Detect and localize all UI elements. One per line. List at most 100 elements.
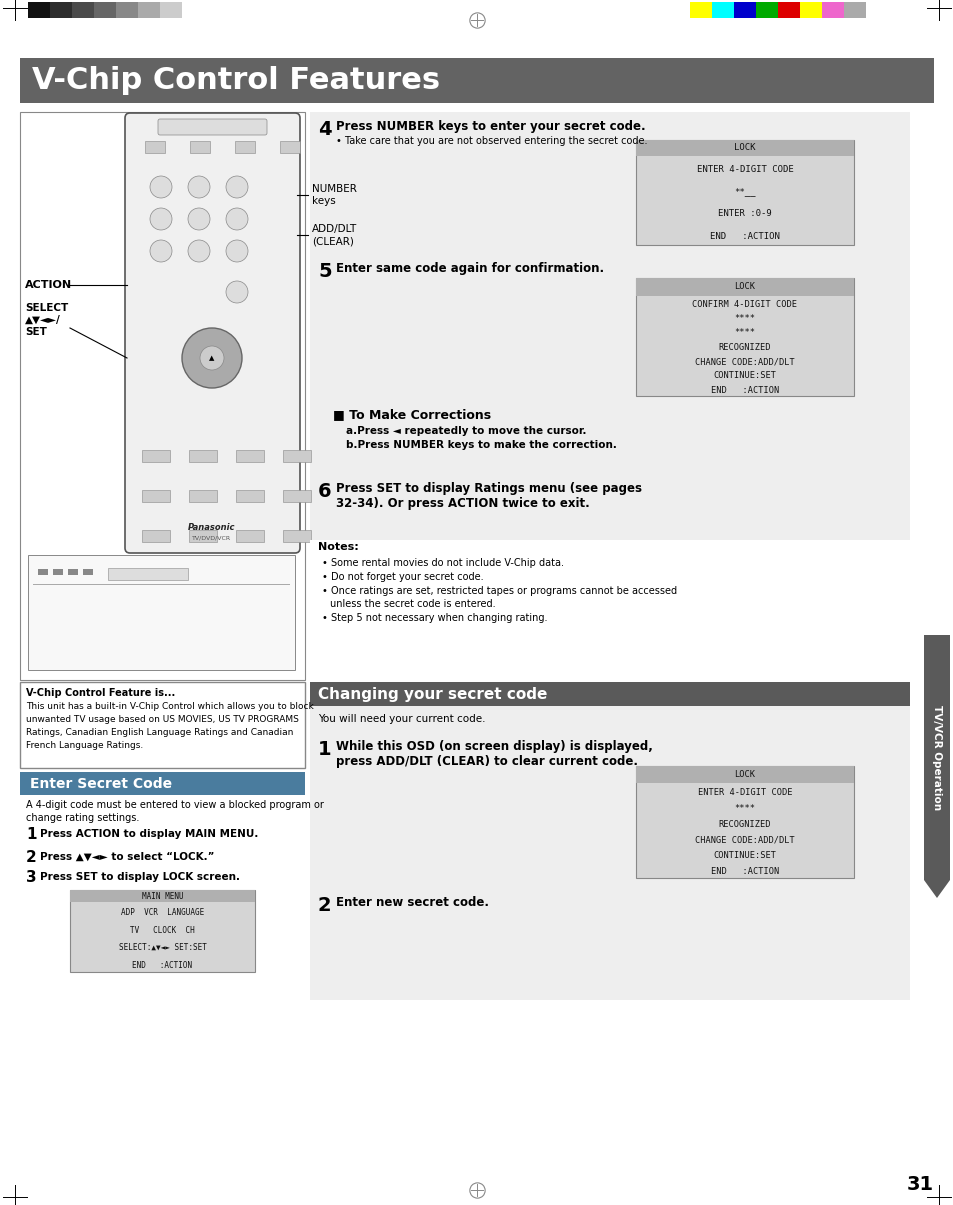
Text: END   :ACTION: END :ACTION: [710, 386, 779, 395]
Text: CHANGE CODE:ADD/DLT: CHANGE CODE:ADD/DLT: [695, 835, 794, 845]
Text: SELECT:▲▼◄► SET:SET: SELECT:▲▼◄► SET:SET: [118, 944, 206, 952]
Bar: [142, 530, 170, 542]
Circle shape: [150, 240, 172, 261]
Text: ENTER 4-DIGIT CODE: ENTER 4-DIGIT CODE: [697, 788, 791, 797]
Bar: [70, 890, 254, 972]
FancyBboxPatch shape: [125, 113, 299, 553]
Bar: [778, 2, 800, 18]
Bar: [71, 2, 94, 18]
Circle shape: [200, 346, 224, 370]
Text: RECOGNIZED: RECOGNIZED: [718, 819, 770, 829]
Bar: [800, 2, 821, 18]
Text: Ratings, Canadian English Language Ratings and Canadian: Ratings, Canadian English Language Ratin…: [26, 728, 294, 737]
Bar: [689, 2, 711, 18]
Bar: [843, 2, 865, 18]
Circle shape: [226, 208, 248, 230]
Bar: [160, 2, 182, 18]
Text: Panasonic: Panasonic: [188, 523, 235, 533]
Bar: [310, 682, 909, 706]
Bar: [283, 490, 311, 502]
Text: CONTINUE:SET: CONTINUE:SET: [713, 371, 776, 381]
Text: You will need your current code.: You will need your current code.: [317, 715, 485, 724]
Bar: [20, 772, 305, 795]
Bar: [94, 2, 116, 18]
Bar: [83, 569, 92, 575]
Text: V-Chip Control Feature is...: V-Chip Control Feature is...: [26, 688, 175, 698]
Bar: [636, 766, 853, 878]
Text: ▲: ▲: [209, 355, 214, 362]
Text: ENTER :0-9: ENTER :0-9: [718, 210, 771, 218]
Text: 2: 2: [26, 850, 37, 865]
Bar: [138, 2, 160, 18]
Text: • Once ratings are set, restricted tapes or programs cannot be accessed: • Once ratings are set, restricted tapes…: [322, 586, 677, 596]
Text: **__: **__: [734, 187, 755, 196]
FancyBboxPatch shape: [158, 119, 267, 135]
Bar: [189, 490, 216, 502]
Bar: [189, 530, 216, 542]
Text: ADD/DLT
(CLEAR): ADD/DLT (CLEAR): [312, 224, 356, 246]
Text: Notes:: Notes:: [317, 542, 358, 552]
Bar: [28, 556, 294, 670]
Circle shape: [188, 240, 210, 261]
Bar: [310, 112, 909, 680]
Text: 3: 3: [26, 870, 36, 884]
Bar: [68, 569, 78, 575]
Text: MAIN MENU: MAIN MENU: [142, 892, 183, 900]
Text: TV/DVD/VCR: TV/DVD/VCR: [193, 535, 232, 541]
Circle shape: [188, 176, 210, 198]
Text: change rating settings.: change rating settings.: [26, 813, 139, 823]
Bar: [142, 490, 170, 502]
Text: Enter Secret Code: Enter Secret Code: [30, 776, 172, 790]
Text: END   :ACTION: END :ACTION: [710, 868, 779, 876]
Bar: [28, 2, 50, 18]
Bar: [234, 141, 254, 153]
Bar: [711, 2, 733, 18]
Polygon shape: [923, 880, 949, 898]
Text: END   :ACTION: END :ACTION: [709, 231, 780, 241]
Circle shape: [150, 208, 172, 230]
Text: Press SET to display Ratings menu (see pages: Press SET to display Ratings menu (see p…: [335, 482, 641, 495]
Bar: [182, 2, 204, 18]
Text: 1: 1: [26, 827, 36, 842]
Circle shape: [182, 328, 242, 388]
Bar: [923, 635, 949, 880]
Text: a.Press ◄ repeatedly to move the cursor.: a.Press ◄ repeatedly to move the cursor.: [346, 427, 586, 436]
Text: Press ACTION to display MAIN MENU.: Press ACTION to display MAIN MENU.: [40, 829, 258, 839]
Bar: [283, 449, 311, 462]
Bar: [636, 278, 853, 295]
Bar: [733, 2, 755, 18]
Text: A 4-digit code must be entered to view a blocked program or: A 4-digit code must be entered to view a…: [26, 800, 323, 810]
Text: LOCK: LOCK: [734, 143, 755, 152]
Text: While this OSD (on screen display) is displayed,: While this OSD (on screen display) is di…: [335, 740, 652, 753]
Bar: [20, 682, 305, 768]
Text: • Do not forget your secret code.: • Do not forget your secret code.: [322, 572, 483, 582]
Bar: [50, 2, 71, 18]
Bar: [636, 140, 853, 155]
Text: • Some rental movies do not include V-Chip data.: • Some rental movies do not include V-Ch…: [322, 558, 563, 568]
Text: • Step 5 not necessary when changing rating.: • Step 5 not necessary when changing rat…: [322, 613, 547, 623]
Text: 32-34). Or press ACTION twice to exit.: 32-34). Or press ACTION twice to exit.: [335, 496, 589, 510]
Text: ■ To Make Corrections: ■ To Make Corrections: [333, 408, 491, 421]
Bar: [821, 2, 843, 18]
Text: 31: 31: [905, 1176, 933, 1194]
Text: SELECT
▲▼◄►/
SET: SELECT ▲▼◄►/ SET: [25, 304, 69, 336]
Text: LOCK: LOCK: [734, 282, 755, 292]
Text: CONFIRM 4-DIGIT CODE: CONFIRM 4-DIGIT CODE: [692, 300, 797, 308]
Text: • Take care that you are not observed entering the secret code.: • Take care that you are not observed en…: [335, 136, 647, 146]
Text: Press ▲▼◄► to select “LOCK.”: Press ▲▼◄► to select “LOCK.”: [40, 852, 214, 862]
Text: RECOGNIZED: RECOGNIZED: [718, 342, 770, 352]
Bar: [310, 706, 909, 1000]
Bar: [33, 583, 290, 584]
Text: ****: ****: [734, 329, 755, 337]
Text: 4: 4: [317, 120, 332, 139]
Text: unwanted TV usage based on US MOVIES, US TV PROGRAMS: unwanted TV usage based on US MOVIES, US…: [26, 715, 298, 724]
Text: ****: ****: [734, 804, 755, 812]
Text: b.Press NUMBER keys to make the correction.: b.Press NUMBER keys to make the correcti…: [346, 440, 617, 449]
Text: END   :ACTION: END :ACTION: [132, 960, 193, 970]
Bar: [235, 530, 264, 542]
Bar: [755, 2, 778, 18]
Text: press ADD/DLT (CLEAR) to clear current code.: press ADD/DLT (CLEAR) to clear current c…: [335, 756, 638, 768]
Text: unless the secret code is entered.: unless the secret code is entered.: [330, 599, 496, 609]
Text: ****: ****: [734, 315, 755, 323]
Text: ENTER 4-DIGIT CODE: ENTER 4-DIGIT CODE: [696, 165, 793, 174]
